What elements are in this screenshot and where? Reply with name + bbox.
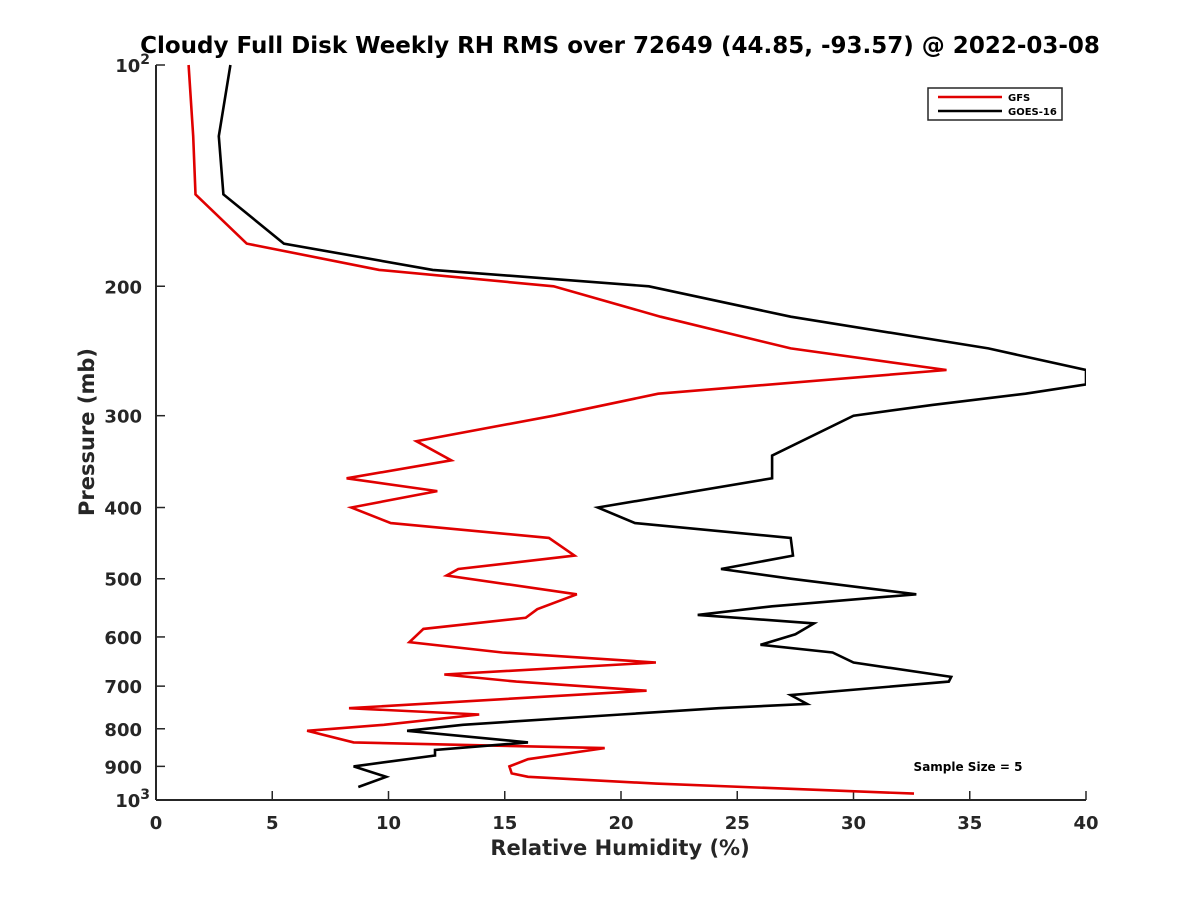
y-tick-label: 300	[104, 407, 142, 428]
x-tick-label: 30	[841, 813, 866, 834]
y-tick-label: 400	[104, 499, 142, 520]
y-tick-label: 800	[104, 720, 142, 741]
x-tick-label: 20	[608, 813, 633, 834]
x-tick-label: 25	[725, 813, 750, 834]
series-line-gfs	[187, 64, 947, 795]
y-tick-base: 10	[115, 56, 140, 77]
plot-area: 0 5 10 15 20 25 30 35 40102200300400500600700800…	[104, 52, 1098, 834]
y-tick-exponent: 3	[140, 787, 150, 803]
sample-size-annotation: Sample Size = 5	[914, 760, 1023, 774]
y-tick-label: 500	[104, 570, 142, 591]
x-tick-label: 10	[376, 813, 401, 834]
x-tick-label: 0	[150, 813, 163, 834]
y-tick-label: 700	[104, 677, 142, 698]
y-tick-label: 600	[104, 628, 142, 649]
chart-title: Cloudy Full Disk Weekly RH RMS over 7264…	[140, 33, 1100, 59]
x-tick-label: 40	[1073, 813, 1098, 834]
x-tick-label: 15	[492, 813, 517, 834]
y-axis-label: Pressure (mb)	[75, 348, 99, 516]
legend-label: GFS	[1008, 93, 1030, 104]
y-tick-exponent: 2	[140, 52, 150, 68]
x-tick-label: 35	[957, 813, 982, 834]
y-tick-label: 900	[104, 757, 142, 778]
x-tick-label: 5	[266, 813, 279, 834]
legend-label: GOES-16	[1008, 107, 1057, 118]
legend: GFS GOES-16	[927, 87, 1063, 121]
legend-box	[927, 87, 1063, 121]
y-tick-label: 103	[115, 787, 150, 812]
y-tick-label: 102	[115, 52, 150, 77]
y-tick-label: 200	[104, 277, 142, 298]
x-axis-label: Relative Humidity (%)	[490, 836, 749, 860]
y-tick-base: 10	[115, 791, 140, 812]
series-line-goes-16	[217, 64, 1086, 789]
